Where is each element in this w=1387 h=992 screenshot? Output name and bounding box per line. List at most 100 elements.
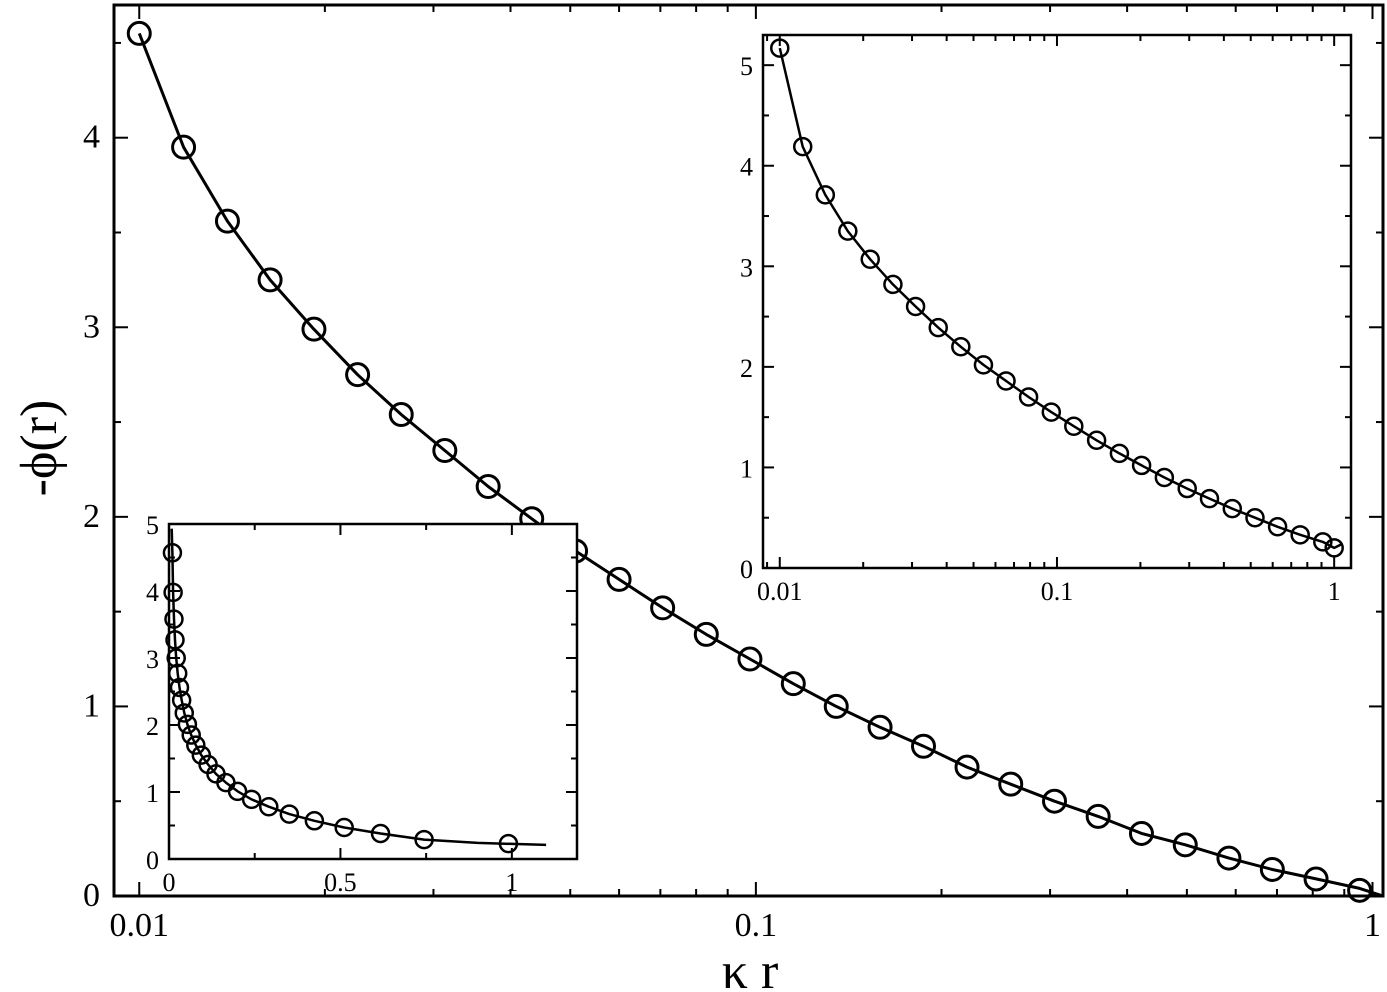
main-data-point: [606, 566, 632, 592]
main-data-point: [432, 438, 458, 463]
inset-left-x-tick-label: 0.5: [324, 868, 357, 897]
main-x-tick-label: 0.01: [110, 907, 170, 944]
inset-right-data-point: [860, 249, 880, 270]
main-data-point: [1172, 832, 1198, 858]
main-data-point: [475, 474, 501, 500]
inset-right-data-point: [1131, 455, 1152, 476]
main-data-point: [693, 621, 719, 647]
inset-left-y-tick-label: 1: [146, 779, 159, 808]
main-y-tick-label: 2: [83, 498, 100, 535]
inset-right-y-tick-label: 3: [740, 253, 753, 282]
inset-right-y-tick-label: 5: [740, 52, 753, 81]
inset-right-y-tick-label: 1: [740, 454, 753, 483]
inset-right-data-point: [905, 296, 926, 317]
inset-right-data-point: [1086, 430, 1107, 451]
inset-left-y-tick-label: 2: [146, 712, 159, 741]
inset-right-data-point: [1109, 443, 1130, 464]
inset-right-data-point: [1064, 416, 1084, 436]
main-data-point: [126, 20, 152, 46]
main-y-tick-label: 3: [83, 308, 100, 345]
inset-left-data-point: [174, 703, 195, 723]
inset-right-x-tick-label: 0.01: [757, 577, 803, 606]
main-data-point: [388, 401, 414, 427]
main-y-tick-label: 1: [83, 687, 100, 724]
inset-right-y-tick-label: 2: [740, 354, 753, 383]
inset-right-data-point: [1041, 402, 1062, 422]
main-data-point: [171, 134, 197, 160]
inset-left-data-point: [186, 735, 206, 755]
inset-right-data-point: [1267, 517, 1288, 537]
inset-right-data-point: [1222, 498, 1243, 519]
main-data-point: [780, 671, 806, 697]
inset-right-x-tick-label: 1: [1328, 577, 1341, 606]
inset-left-x-tick-label: 1: [505, 868, 518, 897]
inset-right-data-point: [928, 317, 948, 338]
main-plot-frame: [112, 3, 1385, 898]
main-data-point: [1216, 845, 1242, 871]
inset-left-data-point: [177, 714, 198, 735]
inset-chart-log-x: 0 1 2 3 4 5 0.01 0.1 1: [740, 33, 1353, 606]
main-data-point: [1128, 820, 1154, 846]
inset-right-data-point: [1245, 507, 1265, 528]
inset-left-plot-area: [169, 524, 577, 859]
inset-right-x-tick-label: 0.1: [1041, 577, 1074, 606]
inset-left-data-point: [227, 781, 248, 802]
inset-left-y-tick-label: 0: [146, 846, 159, 875]
main-data-point: [1259, 856, 1285, 882]
inset-left-y-tick-label: 3: [146, 645, 159, 674]
inset-left-y-tick-label: 4: [146, 578, 159, 607]
main-data-point: [867, 714, 893, 740]
inset-left-data-point: [414, 829, 434, 850]
inset-right-data-point: [883, 274, 903, 295]
inset-left-data-point: [279, 804, 300, 824]
inset-right-data-point: [1290, 525, 1310, 545]
inset-left-data-point: [259, 796, 279, 817]
inset-right-y-tick-label: 4: [740, 153, 753, 182]
inset-left-data-point: [334, 817, 354, 838]
inset-left-y-tick-label: 5: [146, 511, 159, 540]
inset-right-data-point: [838, 221, 858, 241]
main-data-point: [214, 208, 240, 234]
inset-left-data-point: [498, 833, 519, 854]
main-data-point: [823, 693, 849, 719]
main-data-point: [345, 362, 371, 388]
inset-left-data-point: [167, 663, 188, 684]
main-data-point: [910, 733, 936, 759]
inset-left-fit-curve: [170, 528, 547, 847]
inset-left-data-point: [304, 811, 325, 831]
inset-right-data-point: [973, 355, 994, 375]
inset-right-data-point: [996, 371, 1016, 391]
main-data-point: [998, 771, 1024, 797]
main-data-point: [301, 316, 327, 342]
main-data-point: [1347, 877, 1373, 903]
inset-right-data-point: [1324, 538, 1344, 558]
inset-chart-linear-x: 0 1 2 3 4 5 0 0.5 1: [146, 511, 579, 897]
main-data-point: [1303, 866, 1329, 892]
main-y-tick-label: 0: [83, 877, 100, 914]
inset-left-data-point: [370, 823, 391, 844]
inset-right-data-point: [1199, 488, 1220, 509]
main-y-axis-title: -ϕ(r): [11, 400, 68, 497]
main-data-point: [1085, 803, 1111, 829]
main-x-axis-title: κ r: [722, 943, 779, 992]
main-data-point: [1042, 788, 1068, 814]
inset-left-data-point: [166, 648, 186, 668]
main-x-tick-label: 0.1: [735, 907, 778, 944]
inset-right-data-point: [770, 38, 790, 58]
inset-left-data-point: [162, 543, 183, 563]
main-data-point: [257, 267, 283, 293]
inset-left-data-point: [171, 690, 192, 710]
inset-left-data-point: [241, 789, 262, 810]
inset-right-data-point: [815, 185, 836, 205]
main-y-tick-label: 4: [83, 119, 100, 156]
inset-right-data-point: [1313, 532, 1333, 552]
inset-left-x-tick-label: 0: [163, 868, 176, 897]
inset-left-data-point: [181, 725, 201, 745]
inset-left-data-point: [164, 609, 184, 629]
main-data-point: [650, 595, 676, 621]
inset-right-plot-area: [763, 35, 1351, 568]
inset-left-data-point: [163, 582, 183, 603]
main-x-tick-label: 1: [1364, 907, 1381, 944]
main-data-point: [954, 754, 980, 780]
